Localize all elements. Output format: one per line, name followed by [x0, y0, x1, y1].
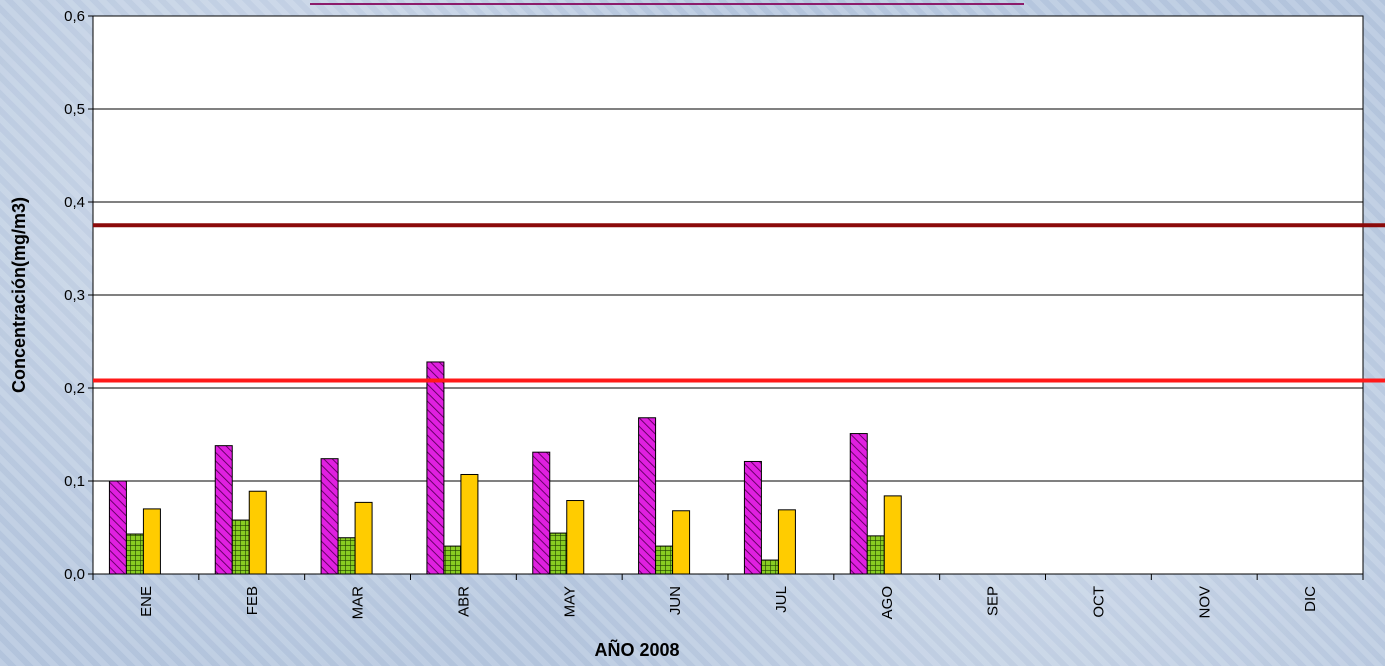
axes: 0,0 0,1 0,2 0,3 0,4 0,5 0,6 ENE FEB MAR ABR MAY JUN J… [64, 8, 1364, 620]
bar [777, 509, 796, 575]
bar [248, 490, 267, 575]
y-tick-label: 0,2 [64, 380, 85, 397]
bar [443, 545, 462, 575]
bar [532, 451, 551, 575]
y-tick-label: 0,5 [64, 101, 85, 118]
bar [883, 495, 902, 575]
y-tick-label: 0,3 [64, 287, 85, 304]
bar [672, 510, 691, 575]
x-tick-label: MAY [561, 586, 578, 617]
bar [125, 533, 144, 575]
bars [108, 361, 902, 575]
reference-lines [93, 223, 1385, 383]
bar [743, 460, 762, 575]
x-tick-label: ENE [138, 586, 155, 617]
bar [760, 559, 779, 575]
y-tick-label: 0,6 [64, 8, 85, 25]
bar [849, 433, 868, 575]
y-tick-label: 0,0 [64, 566, 85, 583]
bar [320, 458, 339, 575]
bar [142, 508, 161, 575]
x-tick-label: JUL [773, 586, 790, 613]
x-tick-label: DIC [1302, 586, 1319, 612]
bar [460, 473, 479, 575]
bar [566, 500, 585, 575]
bar [549, 532, 568, 575]
y-axis-title: Concentración(mg/m3) [9, 197, 29, 393]
y-tick-label: 0,4 [64, 194, 85, 211]
x-tick-label: NOV [1196, 586, 1213, 619]
bar [354, 501, 373, 575]
x-tick-label: ABR [455, 586, 472, 617]
bar [426, 361, 445, 575]
x-tick-label: FEB [244, 586, 261, 615]
x-tick-label: JUN [667, 586, 684, 615]
bar [638, 417, 657, 575]
x-tick-label: AGO [879, 586, 896, 619]
bar [108, 480, 127, 575]
bar [214, 445, 233, 575]
bar [866, 535, 885, 575]
bar [231, 519, 250, 575]
y-tick-label: 0,1 [64, 473, 85, 490]
x-tick-label: SEP [985, 586, 1002, 616]
bar [655, 545, 674, 575]
bar [337, 537, 356, 575]
x-tick-label: MAR [350, 586, 367, 620]
gridlines [93, 108, 1363, 482]
x-tick-label: OCT [1090, 586, 1107, 618]
x-axis-title: AÑO 2008 [594, 639, 679, 660]
